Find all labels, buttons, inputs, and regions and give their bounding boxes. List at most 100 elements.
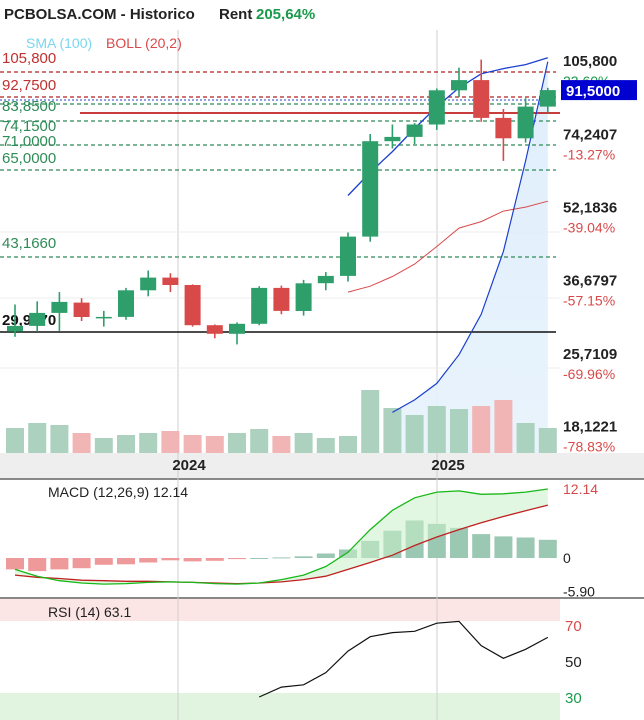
price-badge-label: 91,5000: [566, 83, 620, 100]
sma-line: [392, 61, 549, 413]
volume-bar: [427, 406, 446, 453]
macd-hist-bar: [50, 558, 69, 570]
candle-body: [406, 124, 423, 137]
macd-axis-label: 12.14: [563, 481, 598, 497]
candle-body: [73, 302, 90, 317]
boll-lower-line: [347, 200, 548, 293]
candle-body: [539, 90, 556, 107]
volume-bar: [472, 406, 491, 453]
level-label: 83,8500: [2, 98, 56, 115]
candle-body: [517, 106, 534, 139]
macd-hist-bar: [72, 558, 91, 569]
macd-hist-bar: [117, 558, 135, 565]
candle-body: [384, 136, 401, 142]
macd-hist-bar: [538, 539, 557, 558]
macd-signal-line: [14, 504, 548, 585]
volume-bar: [161, 431, 180, 453]
volume-bar: [516, 423, 535, 453]
panel-separator: [0, 478, 644, 480]
candle-body: [340, 236, 356, 276]
macd-line: [14, 488, 548, 585]
candle-body: [29, 312, 46, 326]
macd-axis-label: -5.90: [563, 584, 595, 600]
volume-bar: [339, 436, 357, 453]
macd-fill: [15, 489, 548, 585]
volume-bar: [205, 436, 224, 453]
rsi-axis-label: 30: [565, 690, 582, 707]
price-axis-label: 74,2407: [563, 126, 617, 143]
volume-bar: [383, 408, 402, 453]
macd-axis-label: 0: [563, 550, 571, 566]
price-axis-label: 105,800: [563, 53, 617, 70]
macd-title: MACD (12,26,9) 12.14: [48, 484, 188, 500]
site-title: PCBOLSA.COM - Historico: [4, 6, 195, 23]
volume-bar: [294, 433, 313, 453]
volume-bar: [139, 433, 158, 453]
legend-sma: SMA (100): [26, 35, 92, 51]
volume-bar: [272, 436, 291, 453]
volume-bar: [405, 415, 424, 453]
volume-bar: [250, 429, 269, 453]
rsi-line: [258, 620, 549, 698]
macd-hist-bar: [316, 553, 335, 558]
macd-hist-bar: [450, 527, 468, 558]
macd-hist-bar: [228, 558, 246, 560]
macd-hist-bar: [494, 536, 513, 558]
rsi-panel: 70 50 30: [258, 618, 582, 707]
rsi-axis-label: 70: [565, 618, 582, 635]
macd-hist-bar: [516, 537, 535, 558]
macd-hist-bar: [139, 558, 158, 563]
candle-body: [473, 80, 490, 118]
volume-bars: [6, 390, 557, 453]
macd-hist-bar: [6, 558, 24, 570]
volume-bar: [494, 400, 513, 453]
rent-value: 205,64%: [256, 6, 315, 23]
time-label-2025: 2025: [431, 457, 464, 474]
panel-separator: [0, 597, 644, 599]
volume-bar: [450, 409, 468, 453]
indicator-lines: [347, 57, 549, 413]
price-axis-label: 25,7109: [563, 346, 617, 363]
price-axis-percent: -39.04%: [563, 219, 615, 235]
time-label-2024: 2024: [172, 457, 206, 474]
price-axis-label: 52,1836: [563, 199, 617, 216]
price-axis-percent: -78.83%: [563, 438, 615, 454]
volume-bar: [228, 433, 246, 453]
volume-bar: [117, 435, 135, 453]
volume-bar: [6, 428, 24, 453]
candle-body: [206, 325, 223, 334]
time-axis-bar: [0, 453, 644, 478]
macd-hist-bar: [205, 558, 224, 561]
price-axis-percent: -69.96%: [563, 366, 615, 382]
sma-shade: [392, 61, 548, 453]
macd-hist-bar: [94, 558, 113, 565]
macd-panel: 12.14 0 -5.90: [6, 481, 598, 600]
volume-bar: [28, 423, 47, 453]
macd-hist-bar: [161, 558, 180, 561]
level-label: 65,0000: [2, 150, 56, 167]
rsi-overbought-zone: [0, 599, 560, 621]
level-label: 105,800: [2, 50, 56, 67]
sma-area: [392, 61, 548, 453]
level-label: 92,7500: [2, 77, 56, 94]
macd-hist-bar: [183, 558, 202, 562]
level-label: 74,1500: [2, 118, 56, 135]
candles: [7, 59, 556, 345]
level-label: 71,0000: [2, 133, 56, 150]
level-label: 43,1660: [2, 235, 56, 252]
boll-upper-line: [347, 57, 548, 196]
legend-boll: BOLL (20,2): [106, 35, 182, 51]
rsi-oversold-zone: [0, 693, 560, 720]
volume-bar: [94, 438, 113, 453]
candle-body: [362, 141, 379, 237]
volume-bar: [183, 435, 202, 453]
candle-body: [317, 275, 334, 284]
macd-hist-bar: [272, 557, 291, 559]
volume-bar: [538, 428, 557, 453]
candle-body: [495, 117, 512, 139]
candle-body: [184, 285, 201, 326]
candle-body: [162, 277, 179, 285]
candle-body: [451, 80, 467, 91]
price-axis: 105,80023.60%74,2407-13.27%52,1836-39.04…: [561, 53, 637, 454]
